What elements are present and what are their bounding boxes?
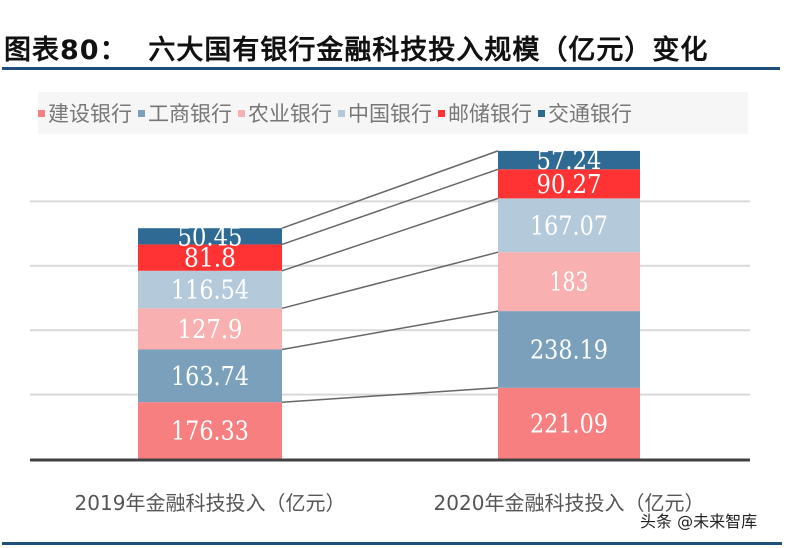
data-label: 183 (550, 268, 589, 298)
legend-swatch (38, 109, 45, 117)
legend-swatch (538, 109, 545, 117)
bar-segment (138, 308, 282, 350)
bar-segment (498, 150, 640, 170)
title-underline (2, 67, 780, 70)
bar-segment (138, 402, 282, 459)
legend-label: 交通银行 (548, 102, 632, 126)
chart-title: 图表80： 六大国有银行金融科技投入规模（亿元）变化 (4, 28, 708, 67)
data-label: 176.33 (171, 417, 249, 447)
bar-segment (498, 252, 640, 312)
data-label: 167.07 (530, 211, 608, 241)
data-label: 81.8 (184, 244, 236, 274)
x-tick-label: 2019年金融科技投入（亿元） (75, 491, 346, 515)
data-label: 116.54 (171, 276, 249, 306)
legend-item: 交通银行 (538, 98, 632, 128)
bottom-rule (2, 542, 782, 545)
legend-swatch (238, 109, 245, 117)
legend-item: 建设银行 (38, 98, 132, 128)
legend: 建设银行 工商银行 农业银行 中国银行 邮储银行 交通银行 (38, 92, 748, 134)
series-line (281, 387, 499, 403)
legend-swatch (438, 109, 445, 117)
legend-label: 农业银行 (248, 102, 332, 126)
bar-segment (498, 198, 640, 253)
series-line (281, 150, 499, 229)
bar-segment (498, 169, 640, 199)
data-label: 163.74 (171, 362, 249, 392)
x-tick-label: 2020年金融科技投入（亿元） (434, 491, 705, 515)
legend-swatch (138, 109, 145, 117)
series-line (281, 168, 499, 246)
bar-segment (138, 228, 282, 245)
data-label: 221.09 (530, 409, 608, 439)
legend-item: 农业银行 (238, 98, 332, 128)
figure-number: 图表80： (4, 35, 128, 66)
legend-label: 邮储银行 (448, 102, 532, 126)
watermark: 头条 @未来智库 (640, 512, 758, 531)
bar-segment (138, 244, 282, 271)
legend-item: 工商银行 (138, 98, 232, 128)
legend-label: 建设银行 (48, 102, 132, 126)
bar-segment (138, 349, 282, 403)
bar-segment (498, 387, 640, 459)
legend-item: 中国银行 (338, 98, 432, 128)
data-label: 127.9 (178, 315, 243, 345)
data-label: 50.45 (178, 222, 243, 252)
series-line (281, 251, 499, 310)
series-line (281, 310, 499, 351)
data-label: 238.19 (530, 335, 608, 365)
legend-label: 中国银行 (348, 102, 432, 126)
bar-segment (138, 270, 282, 309)
legend-item: 邮储银行 (438, 98, 532, 128)
data-label: 90.27 (537, 170, 602, 200)
legend-swatch (338, 109, 345, 117)
legend-label: 工商银行 (148, 102, 232, 126)
bar-segment (498, 311, 640, 388)
series-line (281, 197, 499, 272)
data-label: 57.24 (537, 146, 602, 176)
title-text: 六大国有银行金融科技投入规模（亿元）变化 (148, 35, 709, 66)
